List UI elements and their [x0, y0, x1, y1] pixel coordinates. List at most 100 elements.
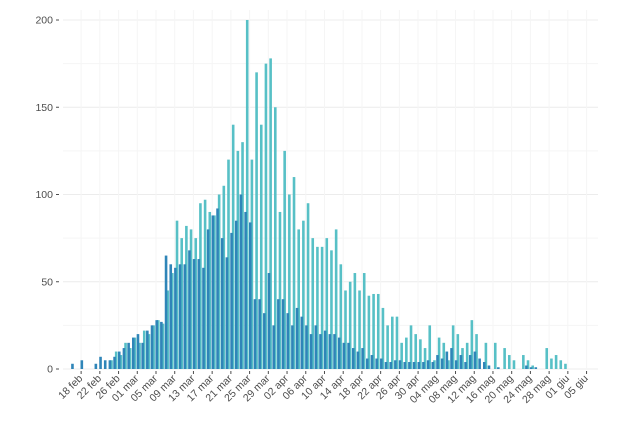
bar-series-a	[281, 299, 285, 369]
bar-series-a	[525, 365, 528, 369]
bar-series-a	[113, 356, 116, 369]
bar-series-a	[333, 334, 336, 369]
bar-series-b	[180, 238, 183, 369]
bar-series-b	[203, 199, 207, 369]
bar-series-a	[272, 325, 275, 369]
bar-series-a	[206, 229, 210, 369]
bar-series-b	[138, 342, 141, 369]
bar-series-b	[437, 337, 441, 369]
bar-series-a	[178, 264, 182, 369]
bar-series-a	[529, 367, 533, 369]
bars	[71, 20, 567, 369]
bar-series-a	[192, 259, 196, 369]
bar-series-b	[199, 203, 202, 369]
bar-series-a	[487, 365, 491, 369]
bar-series-b	[447, 360, 450, 369]
bar-series-a	[394, 360, 397, 369]
bar-series-a	[440, 358, 444, 369]
bar-series-b	[278, 211, 282, 369]
bar-series-b	[419, 339, 422, 369]
bar-series-b	[114, 351, 118, 369]
bar-series-b	[330, 250, 333, 369]
bar-series-b	[189, 229, 193, 369]
bar-series-a	[146, 330, 149, 369]
bar-series-b	[283, 150, 286, 369]
bar-series-a	[103, 360, 107, 369]
bar-series-a	[384, 362, 388, 369]
bar-series-b	[157, 320, 160, 369]
bar-series-a	[366, 358, 369, 369]
bar-series-b	[166, 290, 169, 369]
bar-series-b	[152, 325, 155, 369]
bar-series-a	[454, 360, 458, 369]
bar-series-a	[225, 257, 229, 369]
bar-series-b	[512, 360, 516, 369]
bar-series-b	[302, 220, 305, 369]
bar-series-b	[559, 360, 563, 369]
y-tick-label: 150	[35, 102, 53, 114]
bar-series-b	[297, 229, 300, 369]
bar-series-a	[136, 334, 140, 369]
bar-series-b	[484, 342, 488, 369]
bar-series-b	[391, 316, 394, 369]
bar-series-b	[456, 334, 460, 369]
bar-series-b	[255, 72, 258, 369]
bar-series-b	[531, 365, 534, 369]
grid	[63, 10, 598, 370]
bar-series-a	[534, 367, 538, 369]
bar-series-b	[395, 316, 399, 369]
bar-series-a	[164, 255, 168, 369]
bar-series-b	[128, 348, 132, 369]
bar-series-b	[161, 323, 165, 369]
bar-series-a	[431, 362, 435, 369]
bar-series-a	[239, 194, 243, 369]
bar-series-a	[342, 342, 346, 369]
bar-series-a	[244, 211, 247, 369]
bar-series-a	[160, 321, 163, 369]
bar-series-b	[405, 337, 408, 369]
bar-series-b	[358, 290, 361, 369]
bar-series-a	[473, 351, 477, 369]
bar-series-a	[234, 220, 238, 369]
bar-series-a	[464, 362, 467, 369]
bar-series-a	[230, 232, 233, 369]
bar-series-b	[306, 203, 310, 369]
bar-series-b	[414, 334, 417, 369]
bar-series-b	[367, 295, 371, 369]
bar-series-b	[400, 342, 403, 369]
bar-series-b	[110, 360, 113, 369]
bar-series-a	[319, 334, 322, 369]
bar-series-a	[258, 299, 261, 369]
bar-series-b	[550, 358, 553, 369]
bar-series-b	[372, 293, 375, 369]
bar-series-a	[328, 334, 332, 369]
bar-series-b	[231, 124, 235, 369]
bar-series-b	[147, 334, 151, 369]
bar-series-b	[376, 293, 380, 369]
bar-series-a	[450, 348, 453, 369]
bar-series-a	[478, 358, 481, 369]
bar-series-a	[150, 325, 154, 369]
bar-series-b	[124, 342, 127, 369]
bar-series-a	[117, 351, 121, 369]
bar-series-a	[132, 337, 135, 369]
bar-series-a	[398, 360, 402, 369]
bar-series-a	[347, 342, 350, 369]
bar-series-a	[351, 348, 355, 369]
bar-series-b	[325, 238, 329, 369]
bar-series-a	[422, 362, 425, 369]
bar-series-a	[220, 238, 224, 369]
bar-series-b	[475, 334, 478, 369]
bar-series-b	[386, 325, 389, 369]
bar-series-b	[250, 159, 254, 369]
y-tick-label: 200	[35, 15, 53, 27]
bar-series-b	[269, 58, 272, 369]
bar-series-a	[286, 313, 290, 369]
bar-series-a	[211, 215, 215, 369]
y-tick-label: 50	[41, 276, 53, 288]
bar-series-a	[309, 334, 313, 369]
bar-series-a	[155, 320, 158, 369]
bar-series-b	[259, 124, 263, 369]
bar-series-b	[442, 342, 446, 369]
